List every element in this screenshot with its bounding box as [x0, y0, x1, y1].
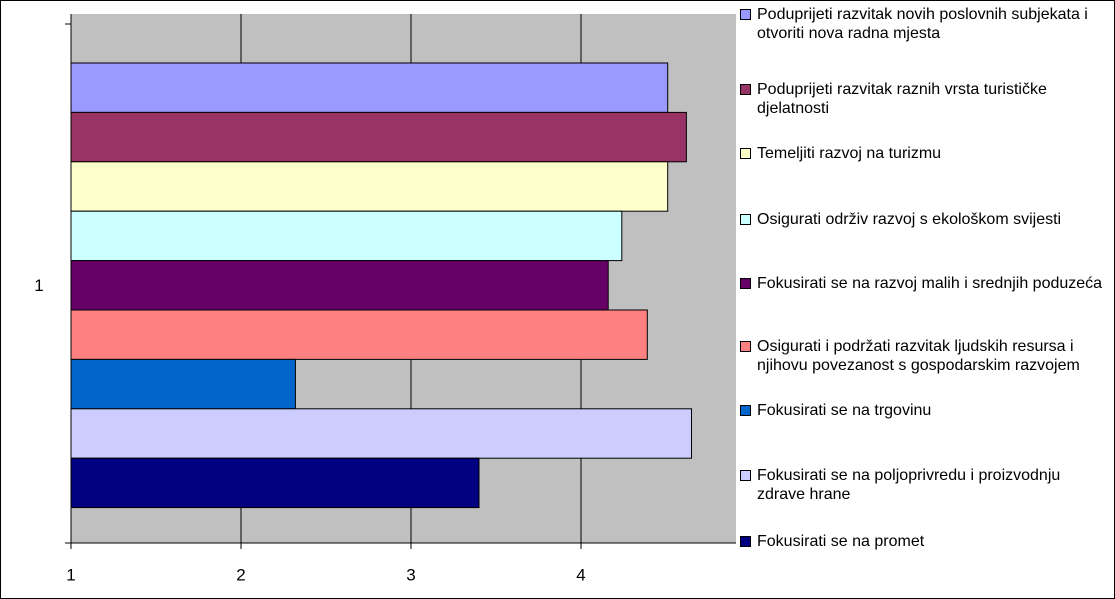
legend-label: Osigurati i podržati razvitak ljudskih r… — [757, 338, 1080, 374]
legend-swatch — [740, 536, 751, 547]
bar — [70, 358, 296, 410]
legend-label: Fokusirati se na razvoj malih i srednjih… — [757, 275, 1103, 292]
legend-swatch — [740, 9, 751, 20]
legend-entry: Osigurati održiv razvoj s ekološkom svij… — [740, 210, 1112, 229]
legend-entry: Fokusirati se na razvoj malih i srednjih… — [740, 274, 1112, 293]
legend-entry: Fokusirati se na promet — [740, 532, 1112, 551]
bar — [70, 161, 669, 212]
legend-swatch — [740, 341, 751, 352]
bar — [70, 260, 609, 311]
legend-swatch — [740, 470, 751, 481]
x-tick-label: 3 — [406, 565, 415, 584]
legend-entry: Poduprijeti razvitak raznih vrsta turist… — [740, 80, 1112, 118]
legend: Poduprijeti razvitak novih poslovnih sub… — [736, 1, 1114, 598]
bar — [70, 457, 480, 509]
legend-label: Osigurati održiv razvoj s ekološkom svij… — [757, 211, 1062, 228]
legend-entry: Poduprijeti razvitak novih poslovnih sub… — [740, 5, 1112, 43]
legend-swatch — [740, 405, 751, 416]
legend-swatch — [740, 84, 751, 95]
legend-label: Temeljiti razvoj na turizmu — [757, 145, 942, 162]
x-tick-label: 1 — [66, 565, 75, 584]
x-tick-label: 4 — [576, 565, 585, 584]
bar — [70, 210, 623, 262]
bar — [70, 62, 669, 113]
legend-entry: Temeljiti razvoj na turizmu — [740, 144, 1112, 163]
legend-entry: Fokusirati se na trgovinu — [740, 401, 1112, 420]
legend-label: Fokusirati se na trgovinu — [757, 402, 932, 419]
legend-label: Poduprijeti razvitak novih poslovnih sub… — [757, 6, 1088, 42]
legend-entry: Fokusirati se na poljoprivredu i proizvo… — [740, 466, 1112, 504]
bar — [70, 111, 687, 163]
legend-label: Fokusirati se na promet — [757, 533, 925, 550]
x-tick-label: 2 — [236, 565, 245, 584]
bar — [70, 309, 648, 360]
bar — [70, 408, 692, 459]
legend-entry: Osigurati i podržati razvitak ljudskih r… — [740, 337, 1112, 375]
legend-swatch — [740, 214, 751, 225]
legend-swatch — [740, 148, 751, 159]
legend-swatch — [740, 278, 751, 289]
y-tick-label: 1 — [34, 276, 43, 295]
legend-label: Fokusirati se na poljoprivredu i proizvo… — [757, 467, 1061, 503]
legend-label: Poduprijeti razvitak raznih vrsta turist… — [757, 81, 1047, 117]
